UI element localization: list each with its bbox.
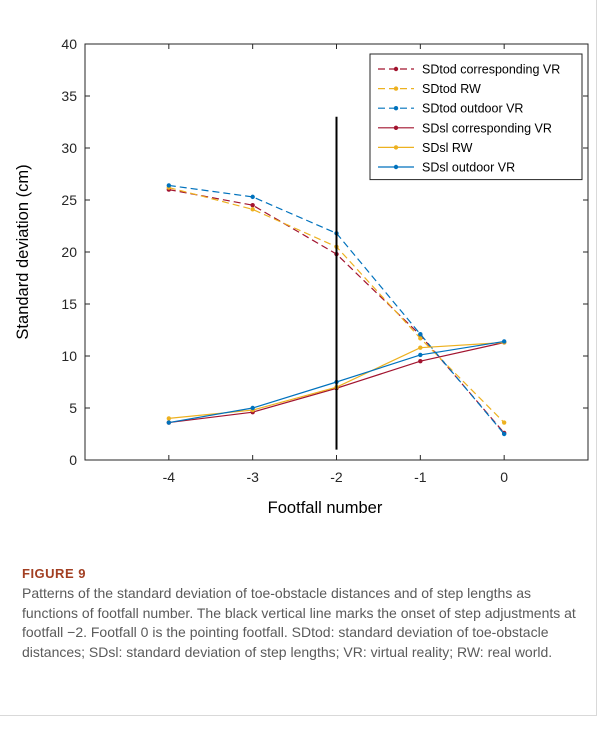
x-tick-label: -4 — [163, 469, 176, 485]
data-point — [250, 203, 255, 208]
data-point — [418, 336, 423, 341]
y-axis-label: Standard deviation (cm) — [14, 164, 32, 339]
y-tick-label: 20 — [61, 244, 77, 260]
data-point — [418, 331, 423, 337]
y-tick-label: 15 — [61, 296, 77, 312]
y-tick-label: 35 — [61, 88, 77, 104]
y-tick-label: 5 — [69, 400, 77, 416]
x-tick-label: -1 — [414, 469, 427, 485]
data-point — [418, 352, 423, 358]
x-axis-label: Footfall number — [268, 499, 383, 517]
data-point — [250, 194, 255, 200]
y-tick-label: 25 — [61, 192, 77, 208]
legend-label: SDtod corresponding VR — [422, 63, 560, 77]
caption-text: Patterns of the standard deviation of to… — [22, 585, 576, 660]
legend-marker — [393, 164, 399, 170]
data-point — [418, 359, 423, 364]
legend-marker — [393, 106, 399, 111]
data-point — [250, 207, 255, 212]
legend-label: SDsl corresponding VR — [422, 121, 552, 135]
legend-marker — [393, 125, 399, 130]
figure-frame: 0 5 10 15 20 25 30 35 40 -4 -3 -2 -1 0 SDtod correspo… — [0, 0, 597, 716]
y-tick-label: 30 — [61, 140, 77, 156]
data-point — [418, 345, 423, 350]
data-point — [501, 339, 507, 344]
figure-label: FIGURE 9 — [22, 566, 86, 581]
x-tick-label: -2 — [330, 469, 343, 485]
x-tick-label: 0 — [500, 469, 508, 485]
figure-caption: FIGURE 9 Patterns of the standard deviat… — [22, 566, 582, 662]
line-chart: 0 5 10 15 20 25 30 35 40 -4 -3 -2 -1 0 SDtod correspo… — [14, 36, 589, 517]
legend-label: SDtod RW — [422, 82, 481, 96]
data-point — [166, 420, 172, 425]
legend-marker — [393, 86, 399, 91]
legend-box — [369, 53, 583, 181]
data-point — [166, 416, 172, 421]
legend-label: SDsl RW — [422, 141, 473, 155]
data-point — [166, 183, 172, 188]
data-point — [250, 405, 255, 411]
y-tick-label: 40 — [61, 36, 77, 52]
legend-marker — [393, 66, 399, 72]
legend-marker — [393, 145, 399, 150]
data-point — [501, 420, 507, 425]
legend-label: SDsl outdoor VR — [422, 161, 515, 175]
y-tick-label: 0 — [69, 452, 77, 468]
y-tick-label: 10 — [61, 348, 77, 364]
data-point — [501, 431, 507, 437]
legend-label: SDtod outdoor VR — [422, 102, 523, 116]
x-tick-label: -3 — [246, 469, 259, 485]
